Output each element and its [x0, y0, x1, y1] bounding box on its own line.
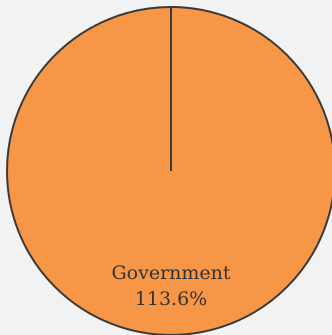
slice-category-label: Government [111, 262, 230, 284]
pie-slice-government [6, 6, 332, 335]
pie-slices [6, 6, 332, 335]
slice-value-label: 113.6% [135, 288, 207, 310]
